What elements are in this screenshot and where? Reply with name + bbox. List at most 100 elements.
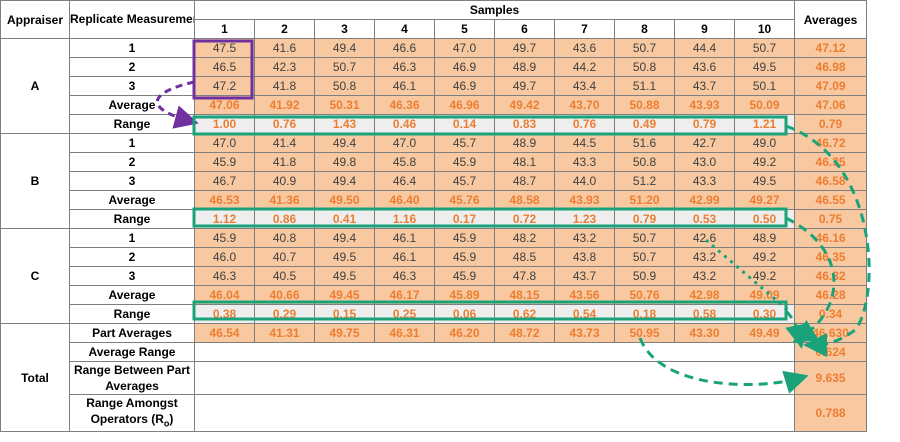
row-average: 46.16 (794, 228, 868, 248)
sample-average: 51.20 (614, 190, 675, 210)
sample-average: 43.70 (554, 95, 615, 115)
sample-number-6: 6 (494, 19, 555, 39)
measurement-cell: 50.1 (733, 76, 796, 96)
sample-average: 49.45 (314, 285, 375, 305)
measurement-table: Appraiser Replicate Measurements Samples… (0, 0, 868, 433)
sample-range: 0.46 (374, 114, 435, 134)
measurement-cell: 45.9 (434, 152, 495, 172)
sample-average: 49.09 (733, 285, 796, 305)
measurement-cell: 42.6 (674, 228, 735, 248)
sample-range: 1.16 (374, 209, 435, 229)
sample-range: 0.25 (374, 304, 435, 324)
measurement-cell: 50.7 (733, 38, 796, 58)
sample-range: 0.30 (733, 304, 796, 324)
part-average-value: 49.75 (314, 323, 375, 343)
measurement-cell: 46.3 (194, 266, 255, 286)
measurement-cell: 50.9 (614, 266, 675, 286)
row-average: 46.58 (794, 171, 868, 191)
range-between-label: Range Between Part Averages (69, 361, 195, 395)
measurement-cell: 49.7 (494, 38, 555, 58)
measurement-cell: 41.6 (254, 38, 315, 58)
sample-range: 0.50 (733, 209, 796, 229)
measurement-cell: 47.8 (494, 266, 555, 286)
replicate-label: 1 (69, 133, 195, 153)
average-row: Average 46.04 40.66 49.45 46.17 45.89 48.15 43.… (1, 285, 868, 305)
part-average-value: 49.49 (733, 323, 796, 343)
sample-average: 46.96 (434, 95, 495, 115)
measurement-cell: 43.2 (674, 247, 735, 267)
appraiser-average-range: 0.75 (794, 209, 868, 229)
part-average-value: 43.30 (674, 323, 735, 343)
sample-range: 0.54 (554, 304, 615, 324)
range-amongst-blank (193, 393, 796, 433)
measurement-cell: 45.7 (434, 171, 495, 191)
sample-average: 50.76 (614, 285, 675, 305)
part-average-value: 50.95 (614, 323, 675, 343)
measurement-cell: 50.8 (614, 152, 675, 172)
measurement-cell: 40.7 (254, 247, 315, 267)
sample-average: 49.27 (733, 190, 796, 210)
measurement-cell: 48.1 (494, 152, 555, 172)
appraiser-overall-average: 47.06 (794, 95, 868, 115)
measurement-cell: 49.4 (314, 38, 375, 58)
sample-average: 48.15 (494, 285, 555, 305)
sample-range: 1.21 (733, 114, 796, 134)
measurement-cell: 45.9 (434, 228, 495, 248)
measurement-cell: 50.7 (614, 228, 675, 248)
sample-range: 1.43 (314, 114, 375, 134)
replicate-row: 2 45.9 41.8 49.8 45.8 45.9 48.1 43.3 50.8 43.0 49.… (1, 152, 868, 172)
range-amongst-text: Range Amongst Operators (R (86, 396, 178, 426)
replicate-row: 3 47.2 41.8 50.8 46.1 46.9 49.7 43.4 51.1 43.7 50.… (1, 76, 868, 96)
sample-average: 50.88 (614, 95, 675, 115)
measurement-cell: 44.4 (674, 38, 735, 58)
range-between-value: 9.635 (794, 361, 868, 395)
average-range-row: Average Range 0.624 (1, 342, 868, 362)
measurement-cell: 46.3 (374, 266, 435, 286)
row-average: 46.72 (794, 133, 868, 153)
sample-range: 0.18 (614, 304, 675, 324)
range-amongst-label: Range Amongst Operators (Ro) (69, 393, 195, 433)
sample-range: 1.23 (554, 209, 615, 229)
measurement-cell: 49.4 (314, 228, 375, 248)
measurement-cell: 46.9 (434, 76, 495, 96)
measurement-cell: 43.8 (554, 247, 615, 267)
sample-number-3: 3 (314, 19, 375, 39)
measurement-cell: 43.2 (554, 228, 615, 248)
appraiser-name: A (0, 38, 70, 134)
measurement-cell: 46.9 (434, 57, 495, 77)
average-label: Average (69, 95, 195, 115)
measurement-cell: 51.6 (614, 133, 675, 153)
sample-average: 46.04 (194, 285, 255, 305)
row-average: 46.35 (794, 247, 868, 267)
total-label: Total (0, 322, 70, 433)
sample-range: 0.62 (494, 304, 555, 324)
sample-range: 1.00 (194, 114, 255, 134)
sample-number-2: 2 (254, 19, 315, 39)
measurement-cell: 49.2 (733, 247, 796, 267)
appraiser-header: Appraiser (0, 0, 70, 39)
replicate-label: 2 (69, 247, 195, 267)
measurement-cell: 48.5 (494, 247, 555, 267)
sample-range: 0.49 (614, 114, 675, 134)
range-between-blank (193, 361, 796, 395)
measurement-cell: 45.7 (434, 133, 495, 153)
sample-range: 0.29 (254, 304, 315, 324)
sample-range: 0.15 (314, 304, 375, 324)
replicate-row: 3 46.3 40.5 49.5 46.3 45.9 47.8 43.7 50.9 43.2 49.… (1, 266, 868, 286)
row-average: 47.09 (794, 76, 868, 96)
part-average-value: 41.31 (254, 323, 315, 343)
measurement-cell: 46.3 (374, 57, 435, 77)
measurement-cell: 46.1 (374, 228, 435, 248)
grand-average: 46.630 (794, 323, 868, 343)
sample-average: 45.76 (434, 190, 495, 210)
sample-number-10: 10 (733, 19, 796, 39)
sample-average: 49.50 (314, 190, 375, 210)
measurement-cell: 44.2 (554, 57, 615, 77)
sample-average: 46.53 (194, 190, 255, 210)
measurement-cell: 43.6 (554, 38, 615, 58)
measurement-cell: 49.7 (494, 76, 555, 96)
appraiser-average-range: 0.34 (794, 304, 868, 324)
part-averages-label: Part Averages (69, 323, 195, 343)
appraiser-name: B (0, 133, 70, 229)
measurement-cell: 43.0 (674, 152, 735, 172)
